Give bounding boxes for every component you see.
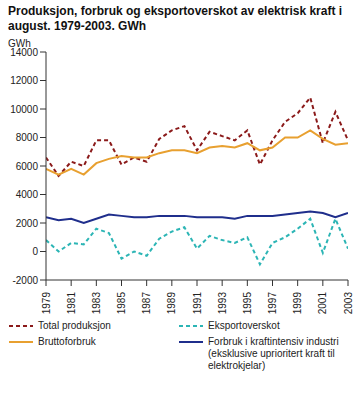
svg-text:1991: 1991 bbox=[192, 292, 203, 315]
svg-text:14000: 14000 bbox=[10, 47, 38, 58]
svg-text:12000: 12000 bbox=[10, 75, 38, 86]
svg-text:1987: 1987 bbox=[141, 292, 152, 315]
svg-text:6000: 6000 bbox=[16, 161, 39, 172]
svg-text:1997: 1997 bbox=[267, 292, 278, 315]
svg-text:2000: 2000 bbox=[16, 218, 39, 229]
svg-text:1993: 1993 bbox=[217, 292, 228, 315]
svg-text:4000: 4000 bbox=[16, 189, 39, 200]
svg-text:8000: 8000 bbox=[16, 132, 39, 143]
html-text:Forbruk i kraftintensiv indust: Forbruk i kraftintensiv industri (eksklu… bbox=[208, 336, 339, 371]
svg-text:1999: 1999 bbox=[292, 292, 303, 315]
html-text:Eksportoverskot: Eksportoverskot bbox=[208, 320, 280, 331]
svg-text:1989: 1989 bbox=[166, 292, 177, 315]
svg-text:-2000: -2000 bbox=[12, 275, 38, 286]
svg-text:10000: 10000 bbox=[10, 104, 38, 115]
html-text:Produksjon, forbruk og eksport: Produksjon, forbruk og eksportoverskot a… bbox=[8, 4, 343, 33]
html-text:Total produksjon: Total produksjon bbox=[38, 320, 111, 331]
svg-text:2001: 2001 bbox=[317, 292, 328, 315]
html-text:GWh: GWh bbox=[8, 38, 31, 49]
html-text:Bruttoforbruk: Bruttoforbruk bbox=[38, 336, 96, 347]
svg-text:1981: 1981 bbox=[66, 292, 77, 315]
svg-text:0: 0 bbox=[32, 246, 38, 257]
svg-text:1995: 1995 bbox=[242, 292, 253, 315]
svg-text:1979: 1979 bbox=[41, 292, 52, 315]
svg-text:1983: 1983 bbox=[91, 292, 102, 315]
svg-text:2003: 2003 bbox=[343, 292, 354, 315]
svg-text:1985: 1985 bbox=[116, 292, 127, 315]
